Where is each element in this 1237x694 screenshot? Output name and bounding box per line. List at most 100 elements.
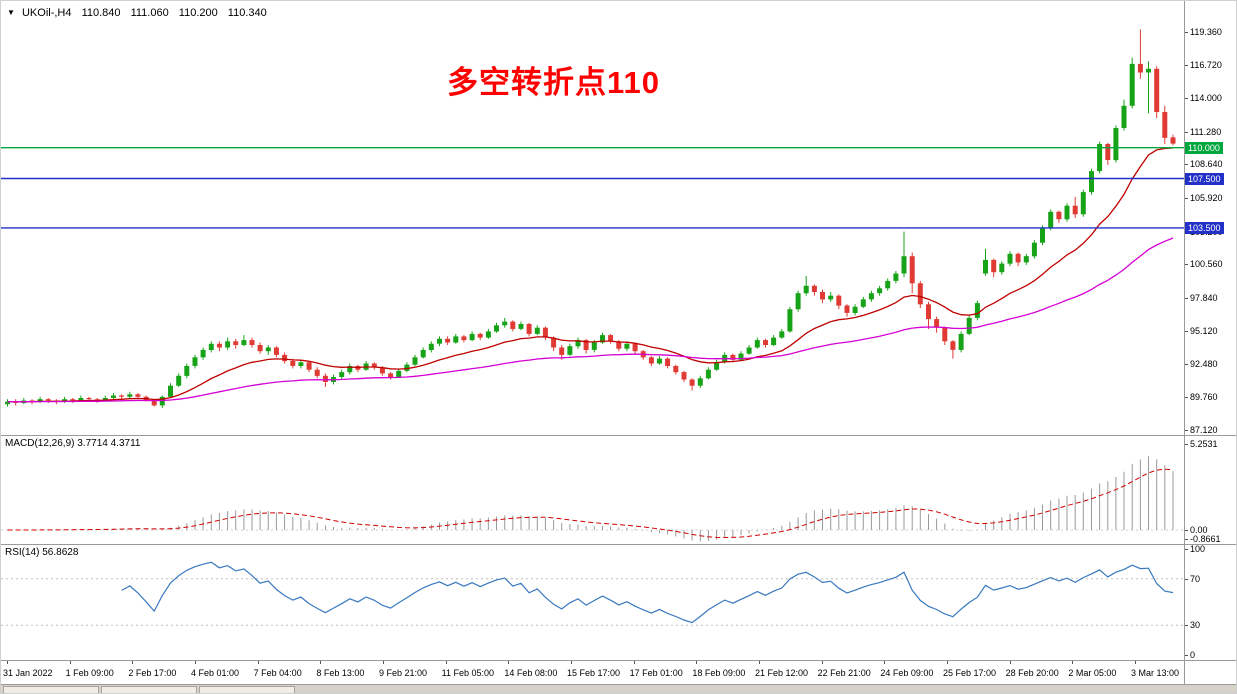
time-tick-label: 17 Feb 01:00 — [629, 668, 683, 678]
time-tickmark — [821, 660, 823, 664]
axis-tickmark — [1185, 539, 1188, 540]
time-tickmark — [7, 660, 8, 664]
time-tick-label: 31 Jan 2022 — [3, 668, 53, 678]
time-tick-label: 15 Feb 17:00 — [567, 668, 621, 678]
axis-tickmark — [1185, 64, 1188, 66]
price-tick-label: 95.120 — [1190, 326, 1218, 337]
rsi-axis-label: 0 — [1190, 650, 1196, 660]
ma-fast-line — [7, 147, 1174, 403]
bottom-tab-strip[interactable] — [1, 684, 1236, 693]
time-tickmark — [195, 660, 196, 664]
price-tick-label: 111.280 — [1190, 126, 1222, 137]
macd-signal-line — [7, 468, 1174, 539]
axis-tickmark — [1185, 625, 1188, 627]
price-line-badge: 110.000 — [1185, 141, 1223, 154]
axis-tickmark — [1185, 98, 1188, 100]
price-tick-label: 92.480 — [1190, 358, 1218, 369]
chart-tab[interactable] — [101, 686, 197, 693]
ohlc-open: 110.840 — [81, 7, 121, 19]
time-tickmark — [571, 660, 572, 664]
time-tickmark — [1009, 660, 1011, 664]
macd-canvas[interactable] — [1, 435, 1184, 544]
time-tickmark — [132, 660, 134, 664]
axis-tickmark — [1185, 397, 1188, 399]
axis-tickmark — [1185, 429, 1188, 431]
ohlc-high: 111.060 — [130, 7, 169, 19]
main-chart-panel[interactable]: ▼ UKOil-,H4 110.840 111.060 110.200 110.… — [1, 1, 1184, 435]
macd-axis-label: -0.8661 — [1190, 534, 1221, 544]
price-axis[interactable]: 119.360 116.720 114.000 111.280 108.640 105.9… — [1185, 1, 1236, 684]
time-tick-label: 4 Feb 01:00 — [191, 668, 240, 678]
main-chart-canvas[interactable] — [1, 1, 1184, 435]
time-tick-label: 28 Feb 20:00 — [1005, 668, 1059, 678]
time-tickmark — [947, 660, 948, 664]
rsi-label: RSI(14) 56.8628 — [5, 547, 79, 558]
time-axis[interactable]: 31 Jan 2022 1 Feb 09:00 2 Feb 17:00 4 Feb 0… — [1, 660, 1184, 684]
axis-tickmark — [1185, 530, 1188, 531]
axis-tickmark — [1185, 131, 1188, 133]
axis-tickmark — [1185, 198, 1188, 200]
chart-tab[interactable] — [3, 686, 99, 693]
price-tick-label: 105.920 — [1190, 193, 1223, 204]
time-tick-label: 25 Feb 17:00 — [943, 668, 997, 678]
time-tickmark — [320, 660, 322, 664]
macd-axis-label: 5.2531 — [1190, 438, 1218, 449]
panel-separator[interactable] — [1, 660, 1236, 661]
macd-histogram — [15, 456, 1174, 542]
ohlc-close: 110.340 — [227, 7, 267, 19]
time-tickmark — [696, 660, 698, 664]
time-tick-label: 1 Feb 09:00 — [65, 668, 114, 678]
price-line-badge: 107.500 — [1185, 172, 1224, 185]
rsi-axis-label: 30 — [1190, 620, 1201, 631]
time-tick-label: 7 Feb 04:00 — [253, 668, 302, 678]
axis-tickmark — [1185, 578, 1188, 580]
time-tick-label: 14 Feb 08:00 — [504, 668, 558, 678]
axis-tickmark — [1185, 331, 1188, 333]
time-tickmark — [69, 660, 71, 664]
rsi-panel[interactable]: RSI(14) 56.8628 — [1, 544, 1184, 660]
chart-header: ▼ UKOil-,H4 110.840 111.060 110.200 110.… — [7, 7, 267, 19]
chart-marker-icon: ▼ — [7, 8, 15, 17]
candles-group — [5, 29, 1176, 408]
price-tick-label: 100.560 — [1190, 259, 1223, 270]
time-tickmark — [383, 660, 384, 664]
rsi-axis-label: 70 — [1190, 573, 1201, 584]
rsi-axis-label: 100 — [1190, 544, 1206, 554]
price-tick-label: 89.760 — [1190, 392, 1218, 403]
price-tick-label: 114.000 — [1190, 93, 1222, 104]
time-tick-label: 21 Feb 12:00 — [755, 668, 809, 678]
time-tick-label: 2 Feb 17:00 — [128, 668, 177, 678]
axis-tickmark — [1185, 549, 1188, 550]
time-tickmark — [633, 660, 635, 664]
time-tick-label: 24 Feb 09:00 — [880, 668, 934, 678]
panel-separator[interactable] — [1, 544, 1236, 545]
time-tick-label: 2 Mar 05:00 — [1068, 668, 1117, 678]
annotation-text[interactable]: 多空转折点110 — [447, 65, 661, 100]
price-tick-label: 116.720 — [1190, 59, 1222, 70]
time-tick-label: 3 Mar 13:00 — [1131, 668, 1180, 678]
time-tickmark — [1135, 660, 1136, 664]
time-tick-label: 9 Feb 21:00 — [379, 668, 428, 678]
chart-tab[interactable] — [199, 686, 295, 693]
axis-tickmark — [1185, 32, 1188, 34]
axis-divider — [1184, 1, 1185, 684]
panel-separator[interactable] — [1, 435, 1236, 436]
time-tick-label: 11 Feb 05:00 — [441, 668, 495, 678]
time-tickmark — [759, 660, 760, 664]
price-tick-label: 97.840 — [1190, 292, 1218, 303]
ohlc-low: 110.200 — [178, 7, 218, 19]
macd-axis-label: 0.00 — [1190, 525, 1208, 535]
price-tick-label: 87.120 — [1190, 424, 1218, 435]
time-tickmark — [257, 660, 259, 664]
axis-tickmark — [1185, 264, 1188, 266]
macd-label: MACD(12,26,9) 3.7714 4.3711 — [5, 438, 141, 449]
price-tick-label: 108.640 — [1190, 159, 1223, 170]
axis-tickmark — [1185, 164, 1188, 166]
symbol-timeframe: UKOil-,H4 — [21, 7, 72, 19]
macd-panel[interactable]: MACD(12,26,9) 3.7714 4.3711 — [1, 435, 1184, 544]
price-line-badge: 103.500 — [1185, 221, 1224, 234]
rsi-line — [121, 561, 1174, 624]
ma-slow-line — [7, 237, 1174, 403]
rsi-canvas[interactable] — [1, 544, 1184, 660]
